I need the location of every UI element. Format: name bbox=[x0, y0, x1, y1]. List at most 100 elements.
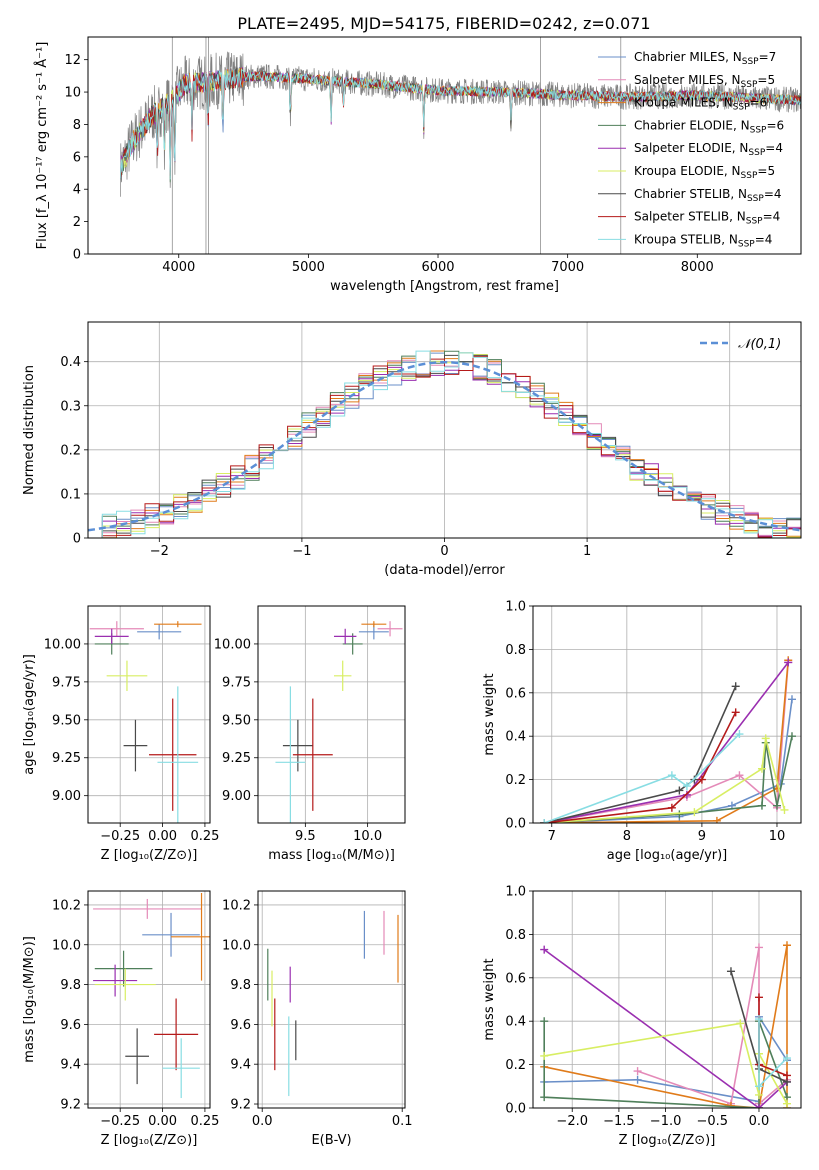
mass-weight-marker bbox=[712, 816, 721, 823]
mass-weight-line bbox=[544, 699, 793, 823]
y-tick-label: 0.0 bbox=[505, 1102, 526, 1117]
y-tick-label: 9.25 bbox=[52, 751, 81, 766]
y-tick-label: 0.2 bbox=[60, 443, 81, 458]
x-tick-label: 7000 bbox=[551, 260, 584, 275]
y-tick-label: 0.1 bbox=[60, 487, 81, 502]
legend-label: Chabrier MILES, NSSP=7 bbox=[634, 50, 776, 67]
y-tick-label: 6 bbox=[73, 150, 81, 165]
y-tick-label: 10.00 bbox=[44, 637, 81, 652]
axes-frame bbox=[87, 890, 211, 1109]
x-axis-label: E(B-V) bbox=[311, 1133, 351, 1148]
plot-area bbox=[120, 37, 801, 254]
y-tick-label: 9.2 bbox=[60, 1098, 81, 1113]
mass-weight-marker bbox=[757, 801, 766, 810]
mass-weight-line bbox=[543, 1020, 788, 1108]
mass-weight-marker bbox=[784, 658, 793, 667]
mass-weight-marker bbox=[540, 819, 549, 823]
mass-weight-marker bbox=[540, 1051, 549, 1060]
mass-weight-marker bbox=[787, 695, 796, 704]
legend-label: 𝒩(0,1) bbox=[738, 337, 781, 352]
y-tick-label: 9.25 bbox=[222, 751, 251, 766]
panel-residuals: −2 −1 0 1 2 0 0.1 0.2 0.3 0.4 (data-model)/error No… bbox=[22, 321, 802, 578]
mass-weight-marker bbox=[675, 810, 684, 819]
y-tick-label: 9.6 bbox=[230, 1018, 251, 1033]
y-tick-label: 9.50 bbox=[52, 713, 81, 728]
x-tick-label: −2 bbox=[150, 544, 169, 559]
y-axis-label: Normed distribution bbox=[22, 365, 37, 495]
y-tick-label: 10 bbox=[64, 86, 81, 101]
y-tick-label: 9.2 bbox=[230, 1098, 251, 1113]
y-tick-label: 10.2 bbox=[52, 898, 81, 913]
y-tick-label: 9.00 bbox=[52, 789, 81, 804]
plot-area bbox=[267, 910, 399, 1097]
mass-weight-marker bbox=[675, 786, 684, 795]
panel-age-vs-z: −0.25 0.00 0.25 9.00 9.25 9.50 9.75 10.00 Z [log… bbox=[22, 605, 219, 863]
mass-weight-marker bbox=[735, 771, 744, 780]
y-axis-label: mass weight bbox=[482, 958, 497, 1040]
x-tick-label: 10 bbox=[769, 829, 786, 844]
y-tick-label: 9.8 bbox=[230, 978, 251, 993]
panel-spectrum: 4000 5000 6000 7000 8000 0 2 4 6 8 10 12 wavelength … bbox=[34, 36, 802, 294]
panel-mass-vs-z: −0.25 0.00 0.25 9.2 9.4 9.6 9.8 10.0 10.2 Z [log₁… bbox=[22, 890, 219, 1148]
mass-weight-marker bbox=[736, 1019, 745, 1028]
y-tick-label: 2 bbox=[73, 215, 81, 230]
legend-label: Chabrier ELODIE, NSSP=6 bbox=[634, 118, 784, 135]
x-tick-label: 0.00 bbox=[148, 1114, 177, 1129]
y-tick-label: 9.4 bbox=[60, 1058, 81, 1073]
mass-weight-line bbox=[544, 945, 788, 1108]
panel-massweight-vs-z: −2.0 −1.5 −1.0 −0.5 0.0 0.0 0.2 0.4 0.6 0.8 1.0 Z [… bbox=[482, 885, 802, 1148]
figure-title: PLATE=2495, MJD=54175, FIBERID=0242, z=0… bbox=[237, 14, 650, 33]
panel-mass-vs-ebv: 0.0 0.1 9.2 9.4 9.6 9.8 10.0 10.2 E(B-V) bbox=[222, 890, 413, 1148]
x-tick-label: −0.25 bbox=[100, 829, 140, 844]
axes-frame bbox=[532, 890, 802, 1109]
legend-label: Salpeter MILES, NSSP=5 bbox=[634, 73, 775, 90]
y-tick-label: 10.2 bbox=[222, 898, 251, 913]
mass-weight-line bbox=[544, 711, 737, 823]
mass-weight-marker bbox=[540, 945, 549, 954]
y-tick-label: 4 bbox=[73, 183, 81, 198]
mass-weight-line bbox=[758, 997, 788, 1077]
mass-weight-line bbox=[544, 660, 789, 823]
x-tick-label: 0.0 bbox=[252, 1114, 273, 1129]
y-tick-label: 0 bbox=[73, 248, 81, 263]
y-tick-label: 0.8 bbox=[505, 928, 526, 943]
mass-weight-marker bbox=[667, 803, 676, 812]
mass-weight-marker bbox=[761, 734, 770, 743]
legend: Chabrier MILES, NSSP=7 Salpeter MILES, NS… bbox=[598, 50, 784, 249]
x-axis-label: age [log₁₀(age/yr)] bbox=[607, 848, 728, 863]
x-tick-label: 4000 bbox=[162, 260, 195, 275]
y-axis-label: mass weight bbox=[482, 673, 497, 755]
legend-label: Salpeter STELIB, NSSP=4 bbox=[634, 210, 780, 227]
histogram-step-line bbox=[88, 355, 801, 538]
mass-weight-marker bbox=[787, 732, 796, 741]
x-tick-label: 8000 bbox=[681, 260, 714, 275]
x-axis-label: Z [log₁₀(Z/Z⊙)] bbox=[101, 1133, 198, 1148]
x-tick-label: 8 bbox=[623, 829, 631, 844]
mass-weight-line bbox=[543, 948, 788, 1108]
x-tick-label: −1.0 bbox=[650, 1114, 682, 1129]
mass-weight-marker bbox=[754, 1015, 763, 1024]
axes-frame bbox=[257, 605, 406, 824]
y-tick-label: 0 bbox=[73, 532, 81, 547]
mass-weight-marker bbox=[690, 808, 699, 817]
panel-age-vs-mass: 9.5 10.0 9.00 9.25 9.50 9.75 10.00 mass [log₁₀(… bbox=[214, 605, 406, 863]
x-tick-label: 0.00 bbox=[148, 829, 177, 844]
mass-weight-marker bbox=[754, 1104, 763, 1108]
y-tick-label: 8 bbox=[73, 118, 81, 133]
axes-frame bbox=[87, 605, 211, 824]
y-axis-label: mass [log₁₀(M/M⊙)] bbox=[22, 936, 37, 1063]
x-axis-label: (data-model)/error bbox=[384, 563, 505, 578]
y-axis-label: Flux [f_λ 10⁻¹⁷ erg cm⁻² s⁻¹ Å⁻¹] bbox=[34, 42, 50, 250]
x-axis-label: Z [log₁₀(Z/Z⊙)] bbox=[619, 1133, 716, 1148]
x-axis-label: wavelength [Angstrom, rest frame] bbox=[330, 279, 559, 294]
y-tick-label: 0.6 bbox=[505, 686, 526, 701]
axes-frame bbox=[87, 36, 802, 255]
y-tick-label: 0.3 bbox=[60, 399, 81, 414]
mass-weight-marker bbox=[772, 801, 781, 810]
mass-weight-marker bbox=[735, 730, 744, 739]
mass-weight-marker bbox=[754, 993, 763, 1002]
model-spectrum-line bbox=[120, 69, 801, 180]
x-tick-label: −0.25 bbox=[100, 1114, 140, 1129]
mass-weight-marker bbox=[697, 775, 706, 784]
